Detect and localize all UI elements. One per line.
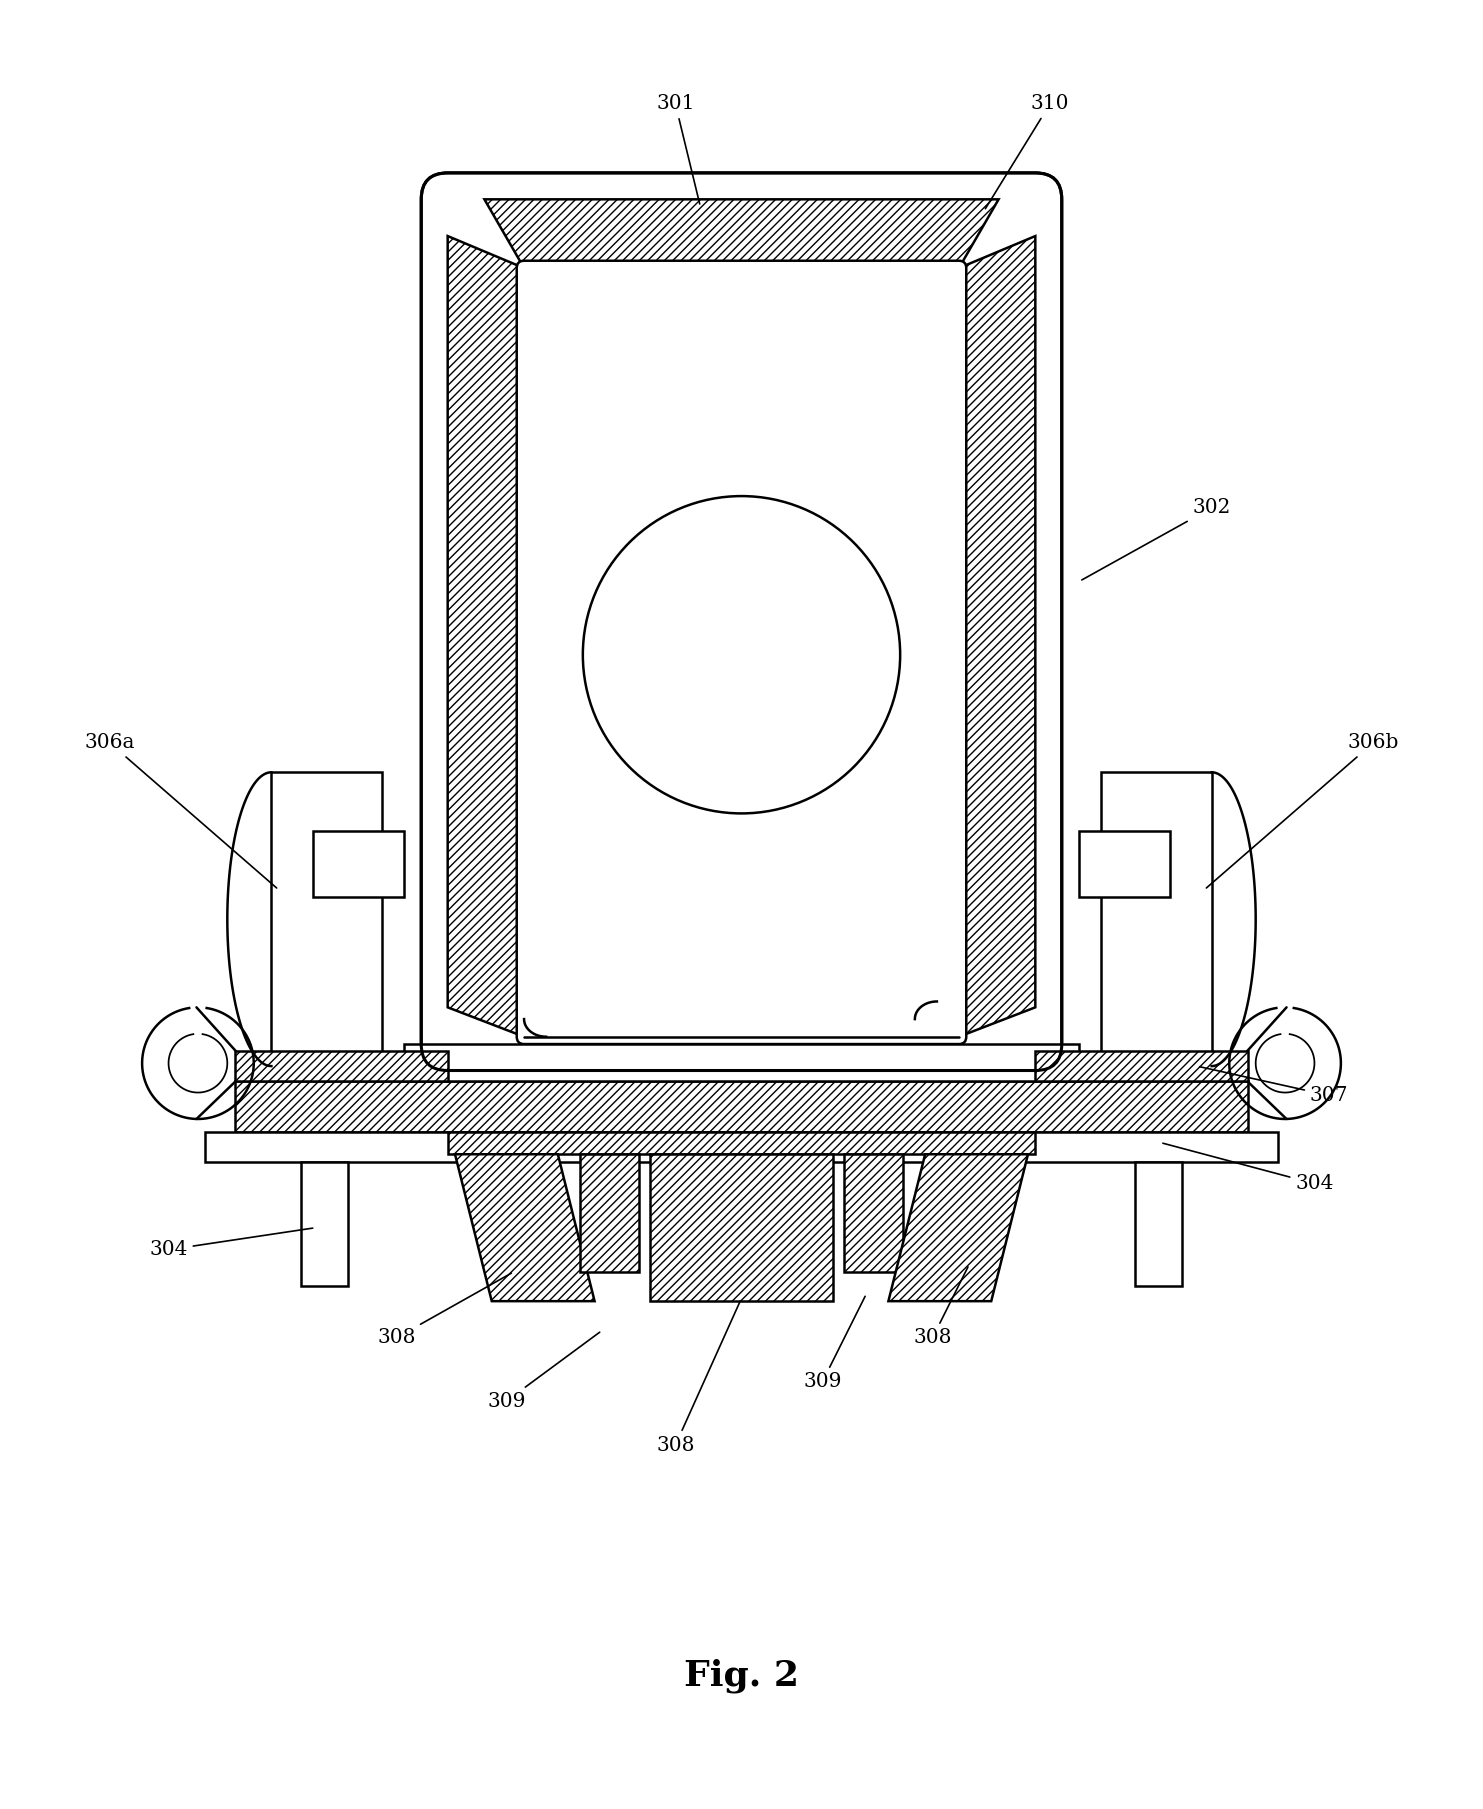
- Bar: [234, 1080, 1249, 1132]
- Bar: [403, 1044, 1080, 1080]
- Text: 307: 307: [1200, 1067, 1348, 1105]
- Bar: [1134, 1161, 1182, 1286]
- FancyBboxPatch shape: [421, 174, 1062, 1071]
- Polygon shape: [580, 1154, 639, 1272]
- Text: Fig. 2: Fig. 2: [684, 1659, 799, 1693]
- Polygon shape: [448, 235, 523, 1037]
- Bar: [301, 1161, 349, 1286]
- Text: 309: 309: [488, 1331, 599, 1411]
- FancyBboxPatch shape: [516, 260, 967, 1044]
- Polygon shape: [960, 235, 1035, 1037]
- Bar: [313, 830, 403, 897]
- Text: 308: 308: [655, 1301, 740, 1454]
- Text: 308: 308: [914, 1266, 968, 1348]
- Polygon shape: [1102, 772, 1212, 1066]
- Polygon shape: [271, 772, 381, 1066]
- Text: 301: 301: [655, 94, 700, 204]
- Text: 304: 304: [1163, 1143, 1333, 1194]
- Polygon shape: [455, 1154, 595, 1301]
- Text: 302: 302: [1081, 497, 1231, 581]
- Polygon shape: [234, 1051, 448, 1080]
- Bar: [205, 1132, 1278, 1161]
- Polygon shape: [651, 1154, 832, 1301]
- Bar: [1080, 830, 1170, 897]
- Text: 306b: 306b: [1206, 733, 1398, 888]
- Text: 304: 304: [150, 1228, 313, 1259]
- Polygon shape: [448, 1132, 1035, 1154]
- Polygon shape: [1035, 1051, 1249, 1080]
- Polygon shape: [844, 1154, 903, 1272]
- Text: 308: 308: [377, 1274, 512, 1348]
- Polygon shape: [485, 199, 998, 268]
- Text: 310: 310: [985, 94, 1069, 208]
- Text: 306a: 306a: [85, 733, 277, 888]
- Polygon shape: [888, 1154, 1028, 1301]
- Text: 309: 309: [804, 1297, 865, 1391]
- Circle shape: [583, 496, 900, 814]
